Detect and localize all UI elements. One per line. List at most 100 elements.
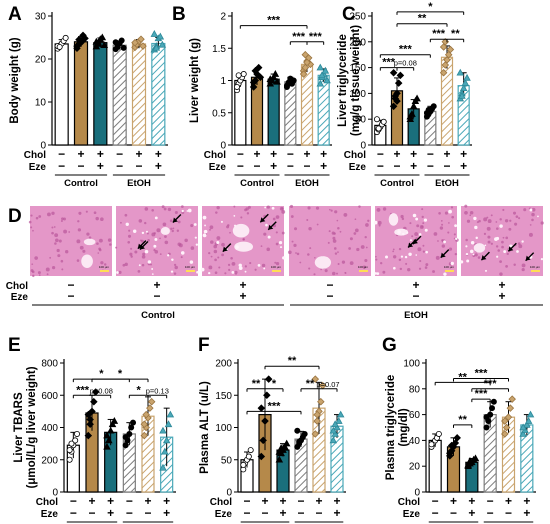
chol-sign: + (107, 494, 114, 508)
nucleus-dot (514, 222, 518, 226)
chol-sign: + (135, 147, 142, 161)
nucleus-dot (144, 221, 147, 225)
data-point (90, 397, 98, 406)
data-point (316, 79, 325, 87)
chol-sign: + (505, 494, 512, 508)
nucleus-dot (208, 252, 211, 255)
data-point (318, 71, 326, 79)
data-point (249, 78, 258, 87)
data-point (118, 37, 125, 44)
chol-sign: + (253, 147, 260, 161)
eze-sign: − (67, 289, 74, 303)
nucleus-dot (466, 219, 471, 223)
chol-sign: − (297, 494, 304, 508)
eze-sign: + (333, 506, 340, 520)
significance-label: ** (252, 378, 261, 390)
data-point (463, 73, 471, 81)
nucleus-dot (153, 249, 156, 252)
lipid-vacuole (409, 239, 413, 242)
chol-sign: + (443, 147, 450, 161)
row-label-eze: Eze (209, 162, 227, 173)
nucleus-dot (478, 219, 481, 223)
lipid-vacuole (202, 233, 207, 238)
nucleus-dot (226, 225, 230, 229)
bar (284, 81, 297, 146)
nucleus-dot (63, 229, 68, 234)
data-point (501, 417, 509, 425)
nucleus-dot (356, 247, 360, 252)
scale-bar (531, 270, 540, 272)
data-point (131, 38, 139, 47)
eze-sign: + (279, 506, 286, 520)
chol-sign: + (523, 494, 530, 508)
data-point (159, 426, 167, 434)
data-point (137, 35, 145, 43)
nucleus-dot (521, 263, 526, 268)
eze-sign: − (261, 506, 268, 520)
nucleus-dot (437, 240, 439, 242)
nucleus-dot (441, 223, 444, 226)
data-point (296, 438, 303, 445)
data-point (506, 404, 515, 412)
nucleus-dot (435, 255, 440, 260)
lipid-vacuole (200, 267, 205, 272)
y-tick-label: 20 (409, 462, 421, 473)
nucleus-dot (171, 229, 174, 233)
lipid-vacuole (408, 252, 412, 257)
lipid-vacuole (238, 263, 242, 268)
nucleus-dot (263, 232, 267, 236)
eze-sign: − (443, 159, 450, 173)
bar (131, 43, 147, 146)
data-point (261, 417, 269, 425)
data-point (266, 79, 275, 87)
lipid-vacuole (415, 254, 418, 256)
nucleus-dot (293, 243, 297, 247)
nucleus-dot (85, 210, 88, 213)
chol-sign: + (468, 494, 475, 508)
nucleus-dot (229, 231, 231, 234)
data-point (249, 83, 258, 91)
y-tick-label: 800 (41, 359, 58, 370)
data-point (277, 444, 285, 451)
eze-sign: + (107, 506, 114, 520)
chol-sign: + (88, 494, 95, 508)
nucleus-dot (424, 266, 428, 269)
lipid-vacuole (170, 270, 174, 273)
lipid-vacuole (484, 244, 487, 247)
nucleus-dot (294, 227, 298, 231)
nucleus-dot (98, 248, 102, 252)
bar (93, 42, 108, 146)
scale-bar-label: 100 μm (444, 265, 455, 269)
nucleus-dot (353, 232, 357, 235)
nucleus-dot (261, 263, 266, 268)
nucleus-dot (399, 267, 403, 271)
lipid-vacuole (376, 272, 380, 276)
data-point (166, 410, 175, 418)
lipid-vacuole (385, 255, 389, 259)
significance-label: ** (306, 378, 315, 390)
nucleus-dot (137, 269, 141, 273)
nucleus-dot (501, 240, 504, 244)
data-point (456, 68, 465, 76)
row-label-eze: Eze (403, 509, 421, 520)
nucleus-dot (221, 242, 225, 247)
nucleus-dot (287, 250, 292, 255)
nucleus-dot (53, 226, 56, 228)
nucleus-dot (440, 219, 443, 222)
nucleus-dot (60, 219, 63, 223)
arrow-icon (440, 252, 446, 258)
nucleus-dot (141, 263, 145, 267)
nucleus-dot (376, 207, 381, 212)
data-point (74, 430, 81, 437)
nucleus-dot (176, 229, 180, 232)
nucleus-dot (209, 228, 211, 231)
nucleus-dot (181, 205, 184, 208)
data-point (266, 75, 275, 83)
nucleus-dot (392, 255, 397, 259)
data-point (389, 102, 398, 111)
lipid-vacuole (132, 229, 137, 233)
nucleus-dot (190, 224, 194, 228)
nucleus-dot (483, 232, 487, 236)
nucleus-dot (523, 208, 527, 212)
vessel-lumen (234, 241, 254, 252)
